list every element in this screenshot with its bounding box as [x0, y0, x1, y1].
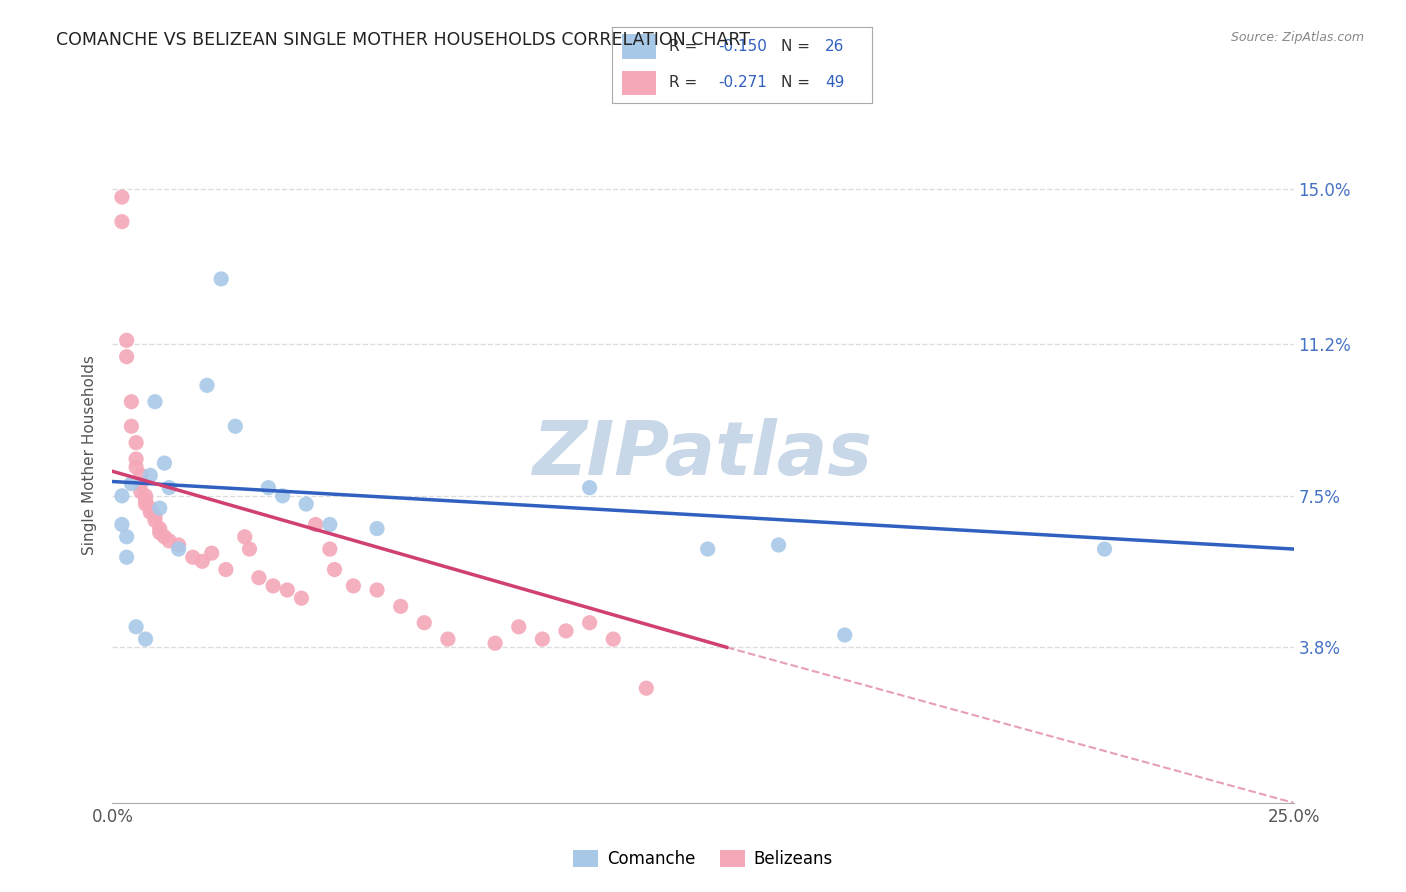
Point	[366, 522, 388, 536]
Text: Source: ZipAtlas.com: Source: ZipAtlas.com	[1230, 31, 1364, 45]
Text: R =: R =	[669, 39, 702, 54]
Point	[149, 522, 172, 536]
Text: COMANCHE VS BELIZEAN SINGLE MOTHER HOUSEHOLDS CORRELATION CHART: COMANCHE VS BELIZEAN SINGLE MOTHER HOUSE…	[56, 31, 751, 49]
Point	[129, 484, 152, 499]
Point	[578, 481, 600, 495]
Point	[135, 632, 157, 646]
Point	[195, 378, 218, 392]
Point	[413, 615, 436, 630]
Point	[115, 550, 138, 565]
Point	[125, 435, 148, 450]
Point	[111, 517, 134, 532]
Point	[342, 579, 364, 593]
Bar	[621, 70, 655, 95]
Point	[366, 582, 388, 597]
Point	[636, 681, 658, 696]
Point	[224, 419, 246, 434]
Text: 49: 49	[825, 75, 844, 90]
Point	[290, 591, 312, 606]
Point	[111, 214, 134, 228]
Point	[167, 538, 190, 552]
Point	[209, 272, 232, 286]
Text: N =: N =	[780, 39, 814, 54]
Point	[135, 492, 157, 507]
Point	[149, 501, 172, 516]
Point	[1094, 542, 1116, 557]
Point	[319, 542, 342, 557]
Point	[111, 190, 134, 204]
Point	[201, 546, 224, 560]
Point	[181, 550, 204, 565]
Point	[125, 460, 148, 475]
Point	[139, 505, 162, 519]
Point	[389, 599, 412, 614]
Point	[531, 632, 554, 646]
Text: R =: R =	[669, 75, 702, 90]
Point	[111, 489, 134, 503]
Point	[167, 542, 190, 557]
Text: -0.150: -0.150	[718, 39, 768, 54]
Point	[115, 350, 138, 364]
Point	[319, 517, 342, 532]
Point	[153, 456, 176, 470]
Point	[238, 542, 260, 557]
Text: 26: 26	[825, 39, 844, 54]
Point	[696, 542, 718, 557]
Point	[135, 497, 157, 511]
Point	[129, 476, 152, 491]
Point	[129, 468, 152, 483]
Point	[139, 501, 162, 516]
Legend: Comanche, Belizeans: Comanche, Belizeans	[567, 843, 839, 874]
Point	[304, 517, 326, 532]
Point	[484, 636, 506, 650]
Point	[143, 394, 166, 409]
Point	[120, 476, 142, 491]
Point	[120, 394, 142, 409]
Point	[191, 554, 214, 568]
Point	[508, 620, 530, 634]
Point	[115, 334, 138, 348]
Point	[555, 624, 578, 638]
Point	[125, 620, 148, 634]
Point	[276, 582, 298, 597]
Text: -0.271: -0.271	[718, 75, 768, 90]
Point	[834, 628, 856, 642]
Point	[247, 571, 270, 585]
Point	[143, 513, 166, 527]
Point	[602, 632, 624, 646]
Point	[139, 468, 162, 483]
Point	[323, 562, 346, 576]
Point	[115, 530, 138, 544]
Text: ZIPatlas: ZIPatlas	[533, 418, 873, 491]
Point	[120, 419, 142, 434]
Point	[768, 538, 790, 552]
Point	[157, 533, 180, 548]
Point	[157, 481, 180, 495]
Text: N =: N =	[780, 75, 814, 90]
Point	[578, 615, 600, 630]
Point	[233, 530, 256, 544]
Y-axis label: Single Mother Households: Single Mother Households	[82, 355, 97, 555]
Point	[271, 489, 294, 503]
Point	[257, 481, 280, 495]
Point	[437, 632, 460, 646]
Point	[125, 452, 148, 467]
Point	[143, 509, 166, 524]
Point	[135, 489, 157, 503]
Bar	[621, 35, 655, 59]
Point	[215, 562, 238, 576]
Point	[295, 497, 318, 511]
Point	[153, 530, 176, 544]
Point	[149, 525, 172, 540]
Point	[262, 579, 284, 593]
